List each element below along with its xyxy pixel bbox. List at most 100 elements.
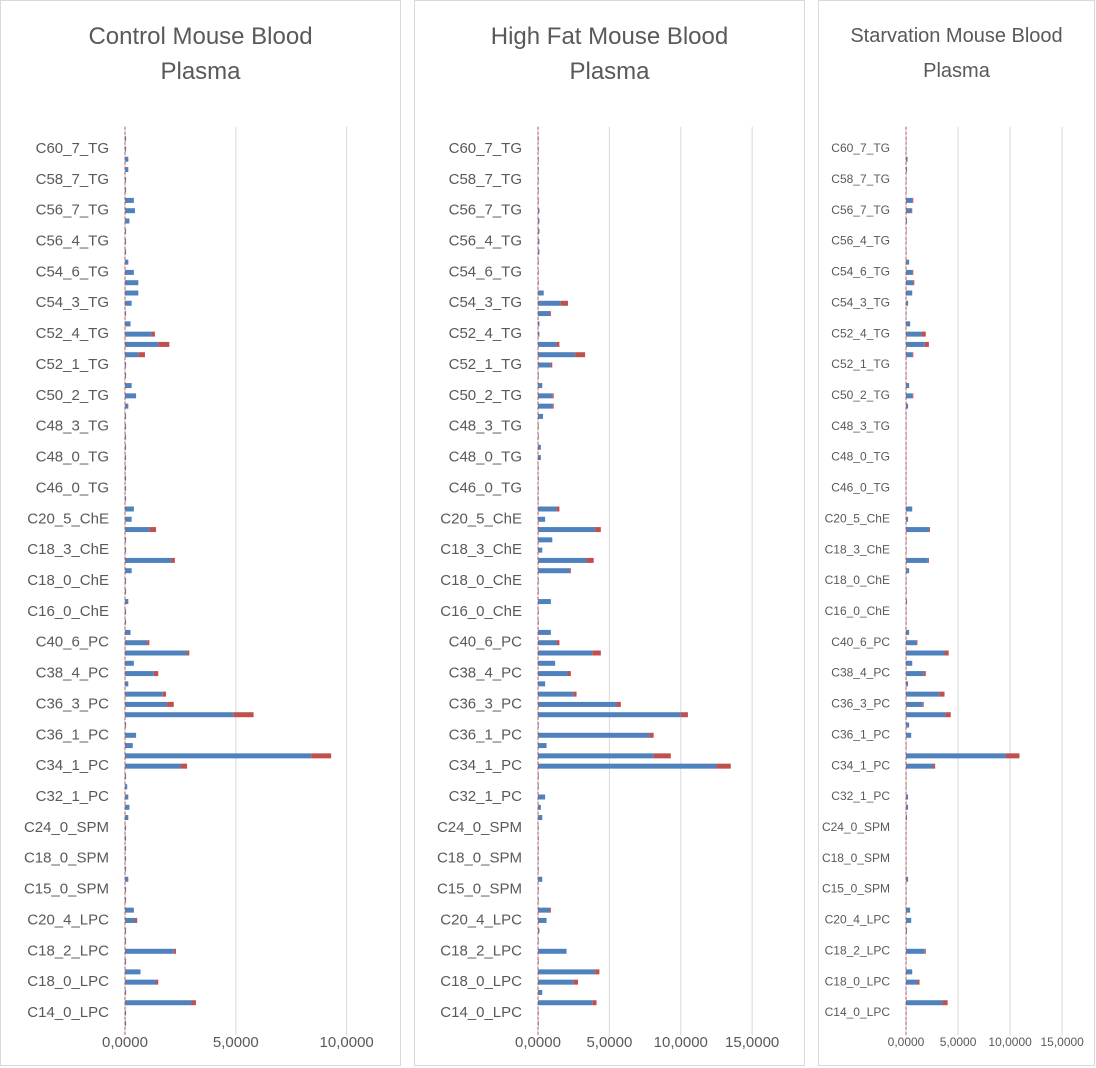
bar [125,691,163,697]
bar [538,640,557,646]
bar [939,691,945,697]
bar [1005,753,1020,759]
bar [125,352,139,358]
bar [549,311,551,317]
bar [924,341,929,347]
bar [538,917,547,923]
y-tick-label: C34_1_PC [449,757,523,774]
bar [916,640,918,646]
bar [538,311,550,317]
bar [125,907,134,913]
bar [125,722,127,728]
bar [556,341,560,347]
bar [162,691,167,697]
bar [906,712,946,718]
bar [906,794,909,800]
bar [538,1000,593,1006]
y-tick-label: C18_0_ChE [825,573,890,587]
bar [125,280,139,286]
bar [125,979,157,985]
bar [538,712,681,718]
bar [906,177,907,183]
x-tick-label: 0,0000 [515,1034,561,1051]
y-tick-label: C58_7_TG [831,172,890,186]
bar [560,300,568,306]
bar [906,969,913,975]
bar [906,259,910,265]
bar [538,815,543,821]
bar [906,547,907,553]
bar [125,485,127,491]
bar [125,681,129,687]
bar [906,732,912,738]
y-tick-label: C20_5_ChE [825,511,890,525]
bar [921,331,926,337]
y-tick-label: C54_6_TG [449,263,522,280]
x-tick-label: 0,0000 [888,1035,925,1049]
bar [125,557,172,563]
bar [538,383,543,389]
chart: 0,0000 5,0000 10,0000 15,0000 C60_7_TG C58_7_… [437,126,779,1051]
bar [538,352,576,358]
x-tick-label: 10,0000 [988,1035,1032,1049]
y-tick-label: C18_3_ChE [27,541,109,558]
bar [125,815,129,821]
bar [538,300,561,306]
bar [151,331,155,337]
bar [906,290,913,296]
bar [906,660,913,666]
bar [538,578,539,584]
bar [538,948,567,954]
bar [125,516,132,522]
bar [538,527,596,533]
bar [538,506,557,512]
y-tick-label: C38_4_PC [36,665,110,682]
y-tick-label: C46_0_TG [36,479,109,496]
bar [556,506,560,512]
bar [125,1020,127,1026]
bar [125,177,127,183]
y-tick-label: C18_3_ChE [825,542,890,556]
bar [125,763,181,769]
bar [906,671,924,677]
bar [125,835,127,841]
y-tick-label: C18_0_SPM [822,851,890,865]
y-tick-label: C16_0_ChE [825,604,890,618]
bar [680,712,688,718]
bar [538,691,574,697]
bar [912,269,914,275]
y-tick-label: C48_0_TG [449,449,522,466]
bar [125,989,127,995]
bar [233,712,254,718]
bar [906,1000,943,1006]
bar [125,290,139,296]
y-tick-label: C36_1_PC [449,726,523,743]
bar [906,208,912,214]
bar [125,928,127,934]
bar [906,413,907,419]
bar [125,969,141,975]
bar [125,897,127,903]
bar [906,743,907,749]
bar [538,568,570,574]
bar [538,413,543,419]
y-tick-label: C18_0_ChE [27,572,109,589]
bar [906,362,907,368]
bar [906,187,907,193]
bar [187,650,190,656]
bar [173,948,176,954]
bar [538,660,556,666]
bar [906,218,908,224]
y-tick-label: C18_0_LPC [27,973,109,990]
bar [538,321,540,327]
bar [556,640,560,646]
bar [906,506,913,512]
y-tick-label: C36_1_PC [831,727,890,741]
bar [125,259,129,265]
x-tick-label: 5,0000 [940,1035,977,1049]
chart-title: High Fat Mouse Blood Plasma [490,23,729,85]
y-tick-label: C14_0_LPC [27,1004,109,1021]
bar [569,568,571,574]
bar [311,753,332,759]
bar [191,1000,196,1006]
